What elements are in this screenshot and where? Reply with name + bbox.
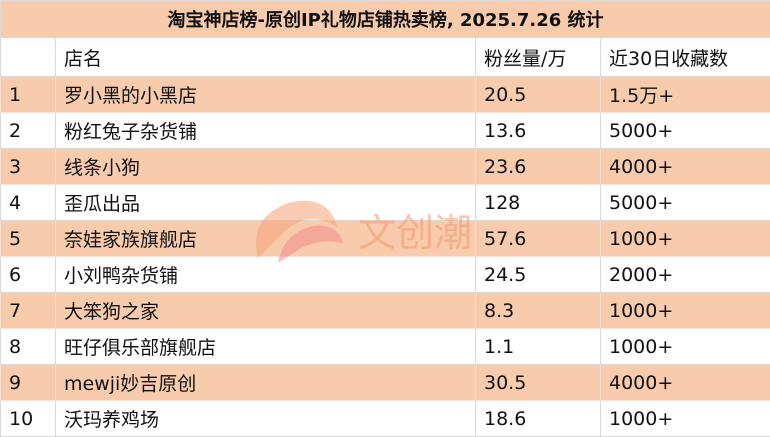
table-cell: 1000+	[601, 221, 770, 257]
table-cell: 大笨狗之家	[56, 293, 476, 329]
title-row: 淘宝神店榜-原创IP礼物店铺热卖榜, 2025.7.26 统计	[1, 1, 770, 38]
table-cell: 线条小狗	[56, 149, 476, 185]
table-cell: 粉红兔子杂货铺	[56, 113, 476, 149]
table-title: 淘宝神店榜-原创IP礼物店铺热卖榜, 2025.7.26 统计	[1, 1, 770, 38]
table-cell: 5	[1, 221, 56, 257]
table-cell: 1000+	[601, 329, 770, 365]
table-cell: 4000+	[601, 365, 770, 401]
table-cell: 9	[1, 365, 56, 401]
header-cell	[1, 38, 56, 77]
table-cell: 2	[1, 113, 56, 149]
table-cell: 30.5	[476, 365, 601, 401]
table-cell: 4000+	[601, 149, 770, 185]
table-cell: 23.6	[476, 149, 601, 185]
header-cell: 店名	[56, 38, 476, 77]
table-cell: 歪瓜出品	[56, 185, 476, 221]
header-cell: 近30日收藏数	[601, 38, 770, 77]
table-cell: mewji妙吉原创	[56, 365, 476, 401]
table-cell: 旺仔俱乐部旗舰店	[56, 329, 476, 365]
table-cell: 5000+	[601, 113, 770, 149]
table-cell: 1.1	[476, 329, 601, 365]
table-cell: 2000+	[601, 257, 770, 293]
table-cell: 1	[1, 77, 56, 113]
table-cell: 128	[476, 185, 601, 221]
table-cell: 18.6	[476, 401, 601, 437]
header-cell: 粉丝量/万	[476, 38, 601, 77]
table-cell: 1.5万+	[601, 77, 770, 113]
table-cell: 小刘鸭杂货铺	[56, 257, 476, 293]
table-cell: 8	[1, 329, 56, 365]
table-cell: 4	[1, 185, 56, 221]
table-cell: 3	[1, 149, 56, 185]
table-cell: 1000+	[601, 401, 770, 437]
table-cell: 10	[1, 401, 56, 437]
table-cell: 5000+	[601, 185, 770, 221]
table-cell: 7	[1, 293, 56, 329]
header-row: 店名粉丝量/万近30日收藏数	[1, 38, 770, 77]
table-cell: 13.6	[476, 113, 601, 149]
table-cell: 沃玛养鸡场	[56, 401, 476, 437]
table-cell: 6	[1, 257, 56, 293]
table-cell: 8.3	[476, 293, 601, 329]
table-cell: 57.6	[476, 221, 601, 257]
table-cell: 1000+	[601, 293, 770, 329]
table-cell: 20.5	[476, 77, 601, 113]
table-cell: 罗小黑的小黑店	[56, 77, 476, 113]
table-cell: 奈娃家族旗舰店	[56, 221, 476, 257]
table-cell: 24.5	[476, 257, 601, 293]
